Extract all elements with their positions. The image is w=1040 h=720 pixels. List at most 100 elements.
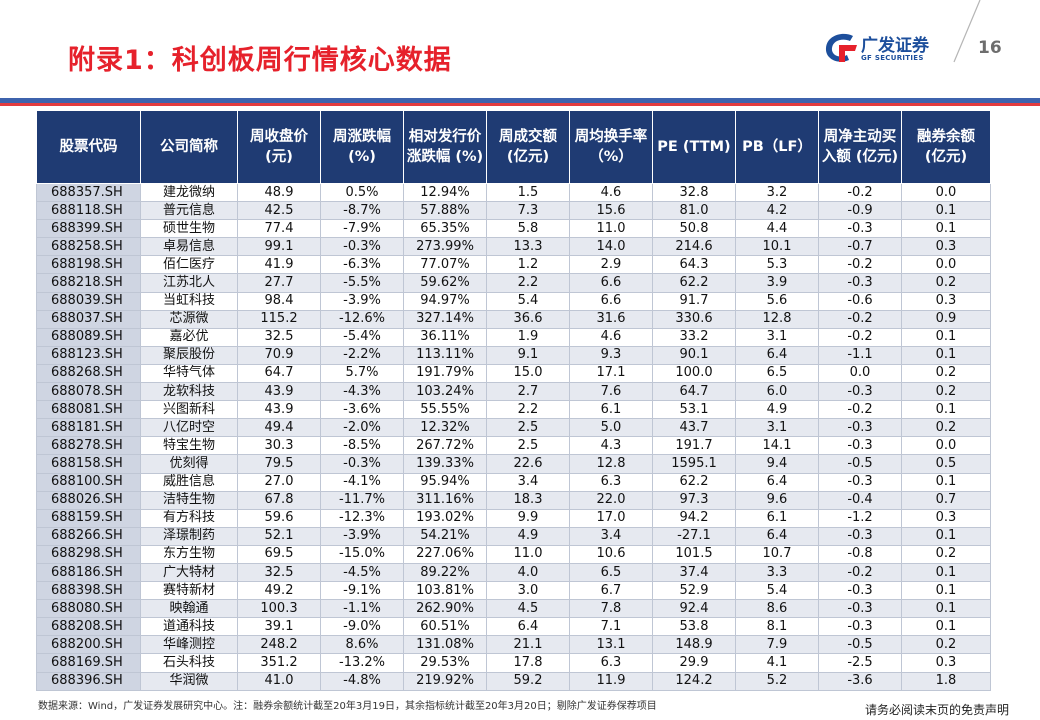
cell-stock-code: 688268.SH — [36, 363, 141, 384]
cell-turnover-amount: 1.5 — [486, 182, 570, 203]
cell-weekly-change: -12.3% — [320, 508, 404, 528]
header-rule-red — [0, 103, 1040, 106]
cell-net-active-buy: -0.2 — [818, 400, 902, 420]
cell-turnover-rate: 7.6 — [569, 382, 653, 402]
cell-turnover-rate: 6.5 — [569, 562, 653, 583]
cell-weekly-change: -2.2% — [320, 345, 404, 365]
cell-company-name: 道通科技 — [140, 617, 238, 637]
cell-close-price: 115.2 — [237, 309, 321, 329]
cell-pe: 52.9 — [652, 581, 736, 601]
cell-weekly-change: -5.5% — [320, 273, 404, 293]
cell-turnover-amount: 4.0 — [486, 562, 570, 583]
cell-turnover-amount: 15.0 — [486, 363, 570, 384]
cell-company-name: 特宝生物 — [140, 436, 238, 456]
cell-turnover-amount: 13.3 — [486, 237, 570, 257]
cell-weekly-change: -3.6% — [320, 400, 404, 420]
cell-weekly-change: 8.6% — [320, 635, 404, 655]
cell-pb: 8.6 — [735, 599, 819, 619]
table-row: 688158.SH 优刻得 79.5 -0.3% 139.33% 22.6 12.8 1595… — [36, 454, 991, 474]
cell-net-active-buy: 0.0 — [818, 363, 902, 384]
cell-net-active-buy: -0.3 — [818, 617, 902, 637]
cell-short-balance: 0.9 — [901, 309, 991, 329]
cell-stock-code: 688089.SH — [36, 327, 141, 347]
cell-net-active-buy: -0.3 — [818, 382, 902, 402]
cell-weekly-change: -12.6% — [320, 309, 404, 329]
cell-stock-code: 688080.SH — [36, 599, 141, 619]
cell-change-vs-ipo: 59.62% — [403, 273, 487, 293]
cell-turnover-amount: 2.2 — [486, 400, 570, 420]
cell-turnover-amount: 2.5 — [486, 418, 570, 438]
cell-pe: 100.0 — [652, 363, 736, 384]
cell-net-active-buy: -0.5 — [818, 454, 902, 474]
cell-pe: 90.1 — [652, 345, 736, 365]
table-body: 688357.SH 建龙微纳 48.9 0.5% 12.94% 1.5 4.6 32.8 3.2… — [36, 182, 991, 691]
cell-turnover-rate: 5.0 — [569, 418, 653, 438]
cell-change-vs-ipo: 139.33% — [403, 454, 487, 474]
cell-stock-code: 688266.SH — [36, 526, 141, 546]
cell-change-vs-ipo: 94.97% — [403, 291, 487, 311]
cell-close-price: 52.1 — [237, 526, 321, 546]
cell-close-price: 64.7 — [237, 363, 321, 384]
cell-net-active-buy: -0.4 — [818, 490, 902, 510]
cell-change-vs-ipo: 57.88% — [403, 201, 487, 221]
cell-company-name: 泽璟制药 — [140, 526, 238, 546]
cell-close-price: 99.1 — [237, 237, 321, 257]
cell-net-active-buy: -0.3 — [818, 526, 902, 546]
table-row: 688268.SH 华特气体 64.7 5.7% 191.79% 15.0 17.1 100.… — [36, 363, 991, 384]
cell-pb: 7.9 — [735, 635, 819, 655]
cell-pe: 330.6 — [652, 309, 736, 329]
cell-pe: 148.9 — [652, 635, 736, 655]
cell-change-vs-ipo: 311.16% — [403, 490, 487, 510]
table-row: 688258.SH 卓易信息 99.1 -0.3% 273.99% 13.3 14.0 214… — [36, 237, 991, 257]
table-row: 688298.SH 东方生物 69.5 -15.0% 227.06% 11.0 10.6 10… — [36, 544, 991, 564]
table-row: 688396.SH 华润微 41.0 -4.8% 219.92% 59.2 11.9 124.… — [36, 671, 991, 691]
page-title: 附录1：科创板周行情核心数据 — [68, 45, 452, 76]
cell-short-balance: 0.2 — [901, 363, 991, 384]
cell-company-name: 普元信息 — [140, 201, 238, 221]
cell-short-balance: 0.2 — [901, 635, 991, 655]
cell-company-name: 江苏北人 — [140, 273, 238, 293]
cell-pe: 37.4 — [652, 562, 736, 583]
cell-pe: 53.1 — [652, 400, 736, 420]
cell-company-name: 有方科技 — [140, 508, 238, 528]
cell-change-vs-ipo: 327.14% — [403, 309, 487, 329]
cell-pb: 4.2 — [735, 201, 819, 221]
cell-close-price: 43.9 — [237, 382, 321, 402]
cell-close-price: 70.9 — [237, 345, 321, 365]
cell-short-balance: 0.3 — [901, 508, 991, 528]
cell-pe: 1595.1 — [652, 454, 736, 474]
corner-divider — [953, 0, 981, 63]
cell-net-active-buy: -1.1 — [818, 345, 902, 365]
cell-stock-code: 688278.SH — [36, 436, 141, 456]
cell-company-name: 优刻得 — [140, 454, 238, 474]
cell-pe: 62.2 — [652, 273, 736, 293]
cell-net-active-buy: -0.2 — [818, 182, 902, 203]
table-row: 688169.SH 石头科技 351.2 -13.2% 29.53% 17.8 6.3 29.… — [36, 653, 991, 673]
cell-close-price: 30.3 — [237, 436, 321, 456]
cell-net-active-buy: -0.3 — [818, 472, 902, 492]
cell-change-vs-ipo: 77.07% — [403, 255, 487, 275]
cell-pb: 5.2 — [735, 671, 819, 691]
cell-turnover-rate: 15.6 — [569, 201, 653, 221]
cell-pb: 3.2 — [735, 182, 819, 203]
cell-change-vs-ipo: 29.53% — [403, 653, 487, 673]
cell-short-balance: 0.0 — [901, 436, 991, 456]
cell-weekly-change: -8.5% — [320, 436, 404, 456]
cell-weekly-change: -5.4% — [320, 327, 404, 347]
cell-turnover-rate: 11.9 — [569, 671, 653, 691]
cell-weekly-change: 0.5% — [320, 182, 404, 203]
cell-change-vs-ipo: 60.51% — [403, 617, 487, 637]
cell-close-price: 43.9 — [237, 400, 321, 420]
cell-pb: 6.4 — [735, 526, 819, 546]
cell-turnover-rate: 13.1 — [569, 635, 653, 655]
cell-change-vs-ipo: 95.94% — [403, 472, 487, 492]
cell-stock-code: 688298.SH — [36, 544, 141, 564]
cell-turnover-rate: 22.0 — [569, 490, 653, 510]
cell-short-balance: 0.1 — [901, 345, 991, 365]
cell-stock-code: 688078.SH — [36, 382, 141, 402]
gf-logo-icon — [825, 33, 857, 62]
table-row: 688123.SH 聚辰股份 70.9 -2.2% 113.11% 9.1 9.3 90.1 6… — [36, 345, 991, 365]
table-row: 688159.SH 有方科技 59.6 -12.3% 193.02% 9.9 17.0 94.… — [36, 508, 991, 528]
cell-stock-code: 688258.SH — [36, 237, 141, 257]
cell-weekly-change: -1.1% — [320, 599, 404, 619]
